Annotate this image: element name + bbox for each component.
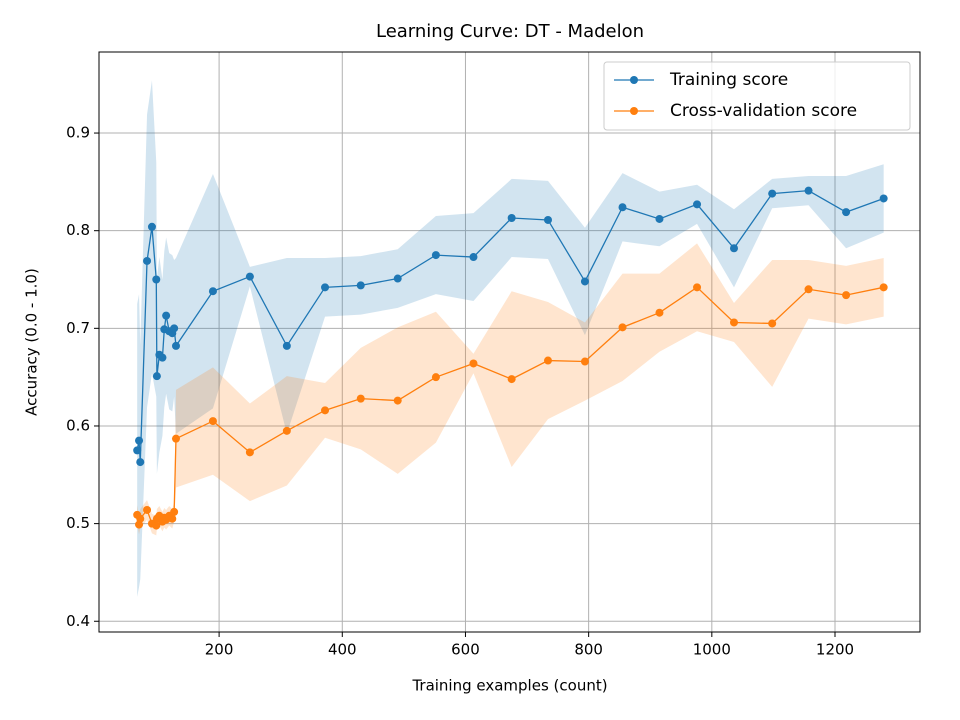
point bbox=[321, 283, 330, 292]
point bbox=[158, 353, 167, 362]
point bbox=[618, 203, 627, 212]
point bbox=[356, 281, 365, 290]
y-tick-label: 0.8 bbox=[66, 221, 90, 239]
point bbox=[143, 505, 152, 514]
point bbox=[580, 277, 589, 286]
point bbox=[804, 285, 813, 294]
point bbox=[152, 521, 161, 530]
point bbox=[655, 214, 664, 223]
point bbox=[879, 283, 888, 292]
point bbox=[171, 341, 180, 350]
x-axis-label: Training examples (count) bbox=[411, 677, 607, 695]
point bbox=[729, 318, 738, 327]
point bbox=[543, 215, 552, 224]
point bbox=[245, 448, 254, 457]
point bbox=[393, 396, 402, 405]
point bbox=[618, 323, 627, 332]
y-tick-label: 0.7 bbox=[66, 319, 90, 337]
legend-marker bbox=[630, 76, 638, 84]
x-tick-label: 1200 bbox=[816, 641, 854, 659]
point bbox=[693, 283, 702, 292]
x-tick-label: 1000 bbox=[693, 641, 731, 659]
point bbox=[768, 189, 777, 198]
point bbox=[879, 194, 888, 203]
point bbox=[768, 319, 777, 328]
point bbox=[282, 426, 291, 435]
std-band bbox=[137, 243, 884, 536]
point bbox=[356, 394, 365, 403]
point bbox=[729, 244, 738, 253]
point bbox=[469, 253, 478, 262]
point bbox=[842, 208, 851, 217]
y-tick-label: 0.5 bbox=[66, 514, 90, 532]
point bbox=[133, 446, 142, 455]
y-tick-label: 0.4 bbox=[66, 612, 90, 630]
point bbox=[393, 274, 402, 283]
point bbox=[580, 357, 589, 366]
point bbox=[170, 507, 179, 516]
point bbox=[171, 434, 180, 443]
legend-label: Cross-validation score bbox=[670, 101, 857, 121]
chart-title: Learning Curve: DT - Madelon bbox=[376, 21, 644, 42]
y-tick-label: 0.9 bbox=[66, 124, 90, 142]
point bbox=[143, 256, 152, 265]
point bbox=[282, 341, 291, 350]
x-tick-label: 600 bbox=[451, 641, 480, 659]
point bbox=[431, 251, 440, 260]
point bbox=[507, 375, 516, 384]
point bbox=[170, 324, 179, 333]
legend-label: Training score bbox=[669, 70, 788, 90]
x-tick-label: 800 bbox=[574, 641, 603, 659]
point bbox=[804, 186, 813, 195]
std-band bbox=[137, 80, 884, 597]
legend-marker bbox=[630, 107, 638, 115]
point bbox=[136, 514, 145, 523]
point bbox=[431, 373, 440, 382]
point bbox=[208, 287, 217, 296]
point bbox=[245, 272, 254, 281]
point bbox=[842, 291, 851, 300]
point bbox=[135, 436, 144, 445]
point bbox=[655, 308, 664, 317]
x-tick-label: 200 bbox=[205, 641, 234, 659]
point bbox=[321, 406, 330, 415]
line bbox=[136, 189, 884, 463]
point bbox=[152, 275, 161, 284]
point bbox=[469, 359, 478, 368]
point bbox=[136, 458, 145, 467]
legend-box bbox=[603, 61, 911, 131]
axes-frame bbox=[98, 51, 921, 633]
point bbox=[208, 417, 217, 426]
x-tick-label: 400 bbox=[328, 641, 357, 659]
point bbox=[693, 200, 702, 209]
point bbox=[168, 514, 177, 523]
y-axis-label: Accuracy (0.0 - 1.0) bbox=[23, 268, 41, 416]
point bbox=[543, 356, 552, 365]
point bbox=[507, 213, 516, 222]
point bbox=[147, 222, 156, 231]
legend: Training score Cross-validation score bbox=[603, 61, 911, 131]
point bbox=[162, 311, 171, 320]
y-tick-label: 0.6 bbox=[66, 416, 90, 434]
point bbox=[152, 372, 161, 381]
